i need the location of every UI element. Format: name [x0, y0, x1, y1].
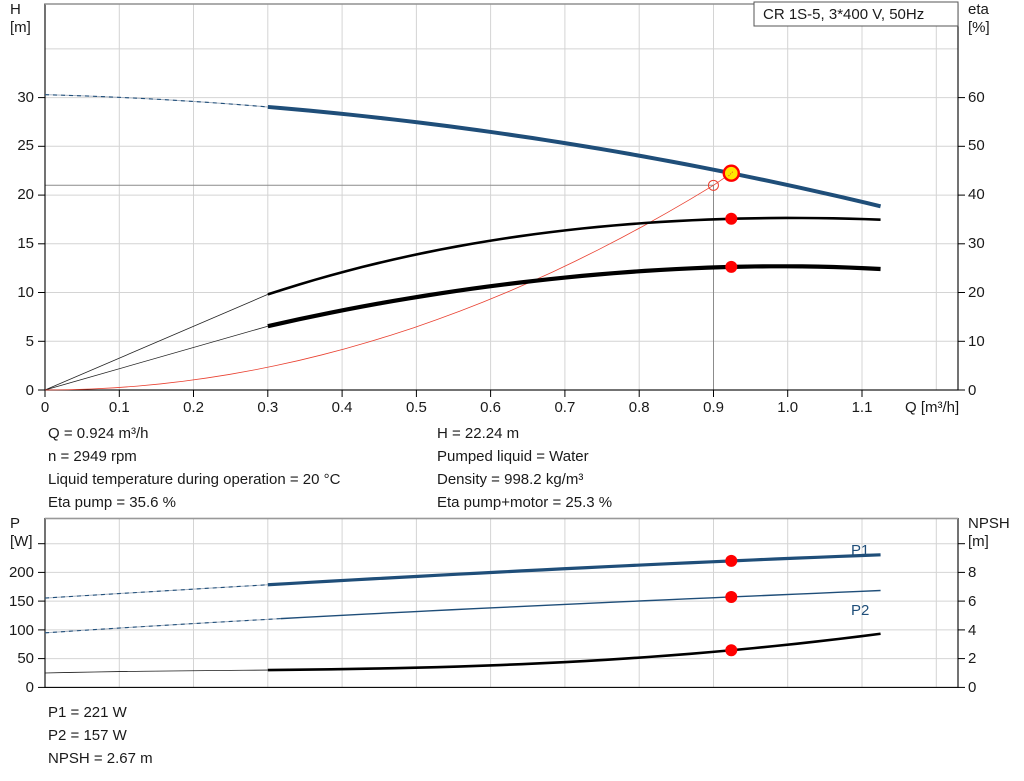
svg-text:60: 60 — [968, 89, 985, 106]
svg-text:15: 15 — [17, 235, 34, 252]
svg-text:CR 1S-5, 3*400 V, 50Hz: CR 1S-5, 3*400 V, 50Hz — [763, 6, 924, 23]
svg-text:0: 0 — [968, 382, 976, 399]
svg-text:0.4: 0.4 — [332, 399, 353, 416]
svg-text:150: 150 — [9, 593, 34, 610]
svg-text:P2 = 157 W: P2 = 157 W — [48, 727, 128, 744]
svg-text:eta: eta — [968, 1, 990, 18]
svg-text:50: 50 — [17, 650, 34, 667]
svg-text:50: 50 — [968, 137, 985, 154]
svg-text:Liquid temperature during oper: Liquid temperature during operation = 20… — [48, 471, 341, 488]
svg-text:P1: P1 — [851, 542, 869, 559]
svg-text:0: 0 — [26, 679, 34, 696]
svg-text:1.0: 1.0 — [777, 399, 798, 416]
svg-text:0: 0 — [41, 399, 49, 416]
svg-text:0.6: 0.6 — [480, 399, 501, 416]
svg-text:NPSH: NPSH — [968, 515, 1010, 532]
svg-text:Q = 0.924 m³/h: Q = 0.924 m³/h — [48, 425, 148, 442]
svg-text:5: 5 — [26, 333, 34, 350]
svg-text:10: 10 — [17, 284, 34, 301]
svg-text:P: P — [10, 515, 20, 532]
svg-text:0.7: 0.7 — [554, 399, 575, 416]
svg-text:0.3: 0.3 — [257, 399, 278, 416]
svg-text:0.9: 0.9 — [703, 399, 724, 416]
svg-text:NPSH = 2.67 m: NPSH = 2.67 m — [48, 750, 153, 767]
svg-text:Eta pump+motor = 25.3 %: Eta pump+motor = 25.3 % — [437, 494, 612, 511]
svg-text:0: 0 — [26, 382, 34, 399]
svg-text:100: 100 — [9, 622, 34, 639]
svg-text:30: 30 — [17, 89, 34, 106]
svg-text:Eta pump = 35.6 %: Eta pump = 35.6 % — [48, 494, 176, 511]
svg-text:0.8: 0.8 — [629, 399, 650, 416]
svg-text:0.2: 0.2 — [183, 399, 204, 416]
svg-text:8: 8 — [968, 564, 976, 581]
svg-text:Q [m³/h]: Q [m³/h] — [905, 399, 959, 416]
svg-text:H = 22.24 m: H = 22.24 m — [437, 425, 519, 442]
svg-text:Density = 998.2 kg/m³: Density = 998.2 kg/m³ — [437, 471, 583, 488]
svg-text:1.1: 1.1 — [852, 399, 873, 416]
svg-text:20: 20 — [17, 186, 34, 203]
svg-text:P1 = 221 W: P1 = 221 W — [48, 704, 128, 721]
svg-text:25: 25 — [17, 137, 34, 154]
svg-text:[W]: [W] — [10, 533, 33, 550]
svg-text:Pumped liquid = Water: Pumped liquid = Water — [437, 448, 589, 465]
svg-text:40: 40 — [968, 186, 985, 203]
svg-text:H: H — [10, 1, 21, 18]
svg-text:20: 20 — [968, 284, 985, 301]
svg-text:2: 2 — [968, 650, 976, 667]
svg-text:0: 0 — [968, 679, 976, 696]
svg-text:[m]: [m] — [968, 533, 989, 550]
svg-text:0.5: 0.5 — [406, 399, 427, 416]
svg-text:[%]: [%] — [968, 19, 990, 36]
svg-text:0.1: 0.1 — [109, 399, 130, 416]
svg-text:P2: P2 — [851, 602, 869, 619]
svg-text:4: 4 — [968, 622, 976, 639]
svg-text:10: 10 — [968, 333, 985, 350]
svg-text:[m]: [m] — [10, 19, 31, 36]
svg-text:n = 2949 rpm: n = 2949 rpm — [48, 448, 137, 465]
svg-text:200: 200 — [9, 564, 34, 581]
svg-text:30: 30 — [968, 235, 985, 252]
svg-text:6: 6 — [968, 593, 976, 610]
